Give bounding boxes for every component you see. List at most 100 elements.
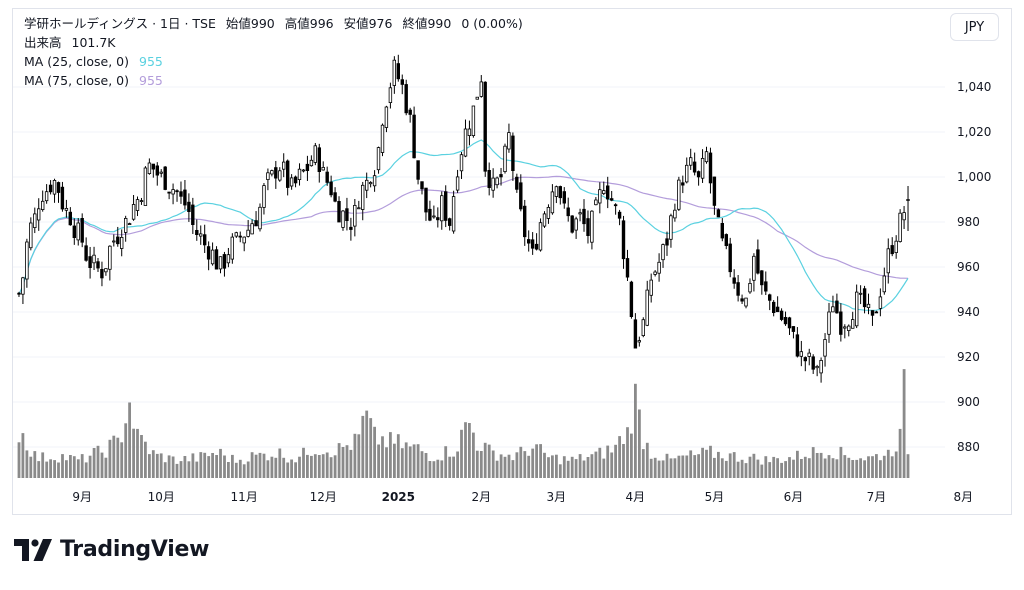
y-tick-label: 920: [957, 350, 980, 364]
candle-body: [582, 208, 586, 225]
candle-body: [566, 207, 570, 217]
volume-bar: [290, 459, 293, 478]
volume-bar: [274, 457, 278, 478]
candle-body: [167, 191, 171, 194]
volume-bar: [155, 453, 159, 478]
volume-bar: [408, 446, 412, 478]
candle: [408, 107, 412, 123]
candle-body: [724, 234, 728, 247]
candle: [538, 218, 543, 252]
candle-body: [851, 319, 855, 329]
candle: [783, 311, 788, 326]
volume-bar: [353, 433, 357, 478]
candle-body: [748, 282, 752, 293]
volume-bar: [535, 444, 538, 478]
candle-body: [451, 196, 456, 232]
candle-body: [329, 181, 333, 196]
volume-bar: [428, 461, 432, 478]
candle: [321, 161, 325, 171]
candle: [653, 270, 657, 277]
candle: [206, 241, 211, 271]
candle-body: [677, 179, 681, 210]
volume-bar: [744, 463, 748, 478]
currency-button[interactable]: JPY: [950, 13, 999, 41]
candle-body: [281, 161, 286, 170]
candle: [404, 79, 408, 116]
volume-bar: [345, 445, 349, 478]
volume-bar: [815, 453, 819, 478]
candle: [835, 293, 839, 314]
candle: [578, 208, 582, 222]
candle-body: [92, 254, 96, 264]
candle-body: [242, 236, 246, 244]
candle: [807, 348, 811, 366]
volume-bar: [369, 418, 373, 478]
candle: [242, 236, 246, 252]
volume-bar: [562, 456, 566, 478]
candle-body: [606, 185, 610, 200]
volume-bar: [863, 460, 866, 478]
candle-body: [214, 249, 219, 270]
volume-bar: [416, 444, 420, 478]
volume-bar: [792, 459, 795, 478]
x-tick-label: 12月: [310, 490, 337, 504]
candle: [732, 269, 736, 289]
candle-body: [155, 165, 159, 176]
volume-bar: [294, 462, 297, 478]
candle-body: [353, 204, 357, 227]
volume-bar: [37, 461, 41, 478]
volume-bar: [282, 457, 286, 478]
volume-bar: [555, 454, 558, 478]
candle: [503, 143, 507, 174]
candle-body: [76, 222, 80, 241]
candle: [159, 169, 163, 178]
volume-bar: [317, 455, 321, 478]
volume-bar: [499, 454, 503, 478]
candle-body: [870, 310, 875, 316]
candle: [305, 155, 310, 181]
candle: [455, 169, 460, 193]
volume-bar: [365, 410, 369, 478]
candle-body: [874, 311, 879, 314]
volume-bar: [17, 442, 21, 478]
chart-frame[interactable]: [12, 8, 1012, 515]
ma25-row[interactable]: MA (25, close, 0) 955: [24, 52, 523, 71]
volume-bar: [159, 453, 163, 478]
volume-bar: [381, 436, 384, 478]
volume-bar: [871, 456, 874, 478]
candle-body: [815, 365, 819, 369]
candle-body: [554, 186, 559, 197]
candle: [902, 206, 906, 229]
symbol-line: 学研ホールディングス · 1日 · TSE: [24, 16, 216, 31]
ma75-row[interactable]: MA (75, close, 0) 955: [24, 71, 523, 90]
candle: [542, 211, 547, 228]
tradingview-brand[interactable]: TradingView: [14, 537, 209, 562]
x-tick-label: 6月: [784, 490, 804, 504]
candle: [851, 311, 855, 329]
volume-bar: [630, 433, 633, 478]
volume-bar: [539, 444, 542, 478]
candle: [226, 247, 231, 268]
candle-body: [124, 217, 128, 233]
volume-bar: [219, 448, 222, 478]
volume-bar: [511, 460, 515, 478]
candle: [878, 288, 883, 317]
candle-body: [321, 166, 325, 171]
candle-body: [823, 339, 827, 357]
volume-bar: [732, 452, 736, 478]
candle-body: [337, 200, 341, 223]
volume-bar: [96, 445, 100, 478]
candle-body: [519, 182, 523, 210]
volume-bar: [673, 458, 677, 478]
x-tick-label: 9月: [72, 490, 92, 504]
candle-body: [254, 220, 258, 227]
candle-body: [206, 246, 211, 260]
volume-bar: [867, 456, 870, 478]
volume-bar: [389, 432, 392, 478]
volume-bar: [53, 460, 56, 478]
candle: [202, 224, 207, 253]
candle-body: [112, 240, 116, 243]
volume-bar: [404, 442, 408, 478]
candle: [831, 295, 835, 313]
